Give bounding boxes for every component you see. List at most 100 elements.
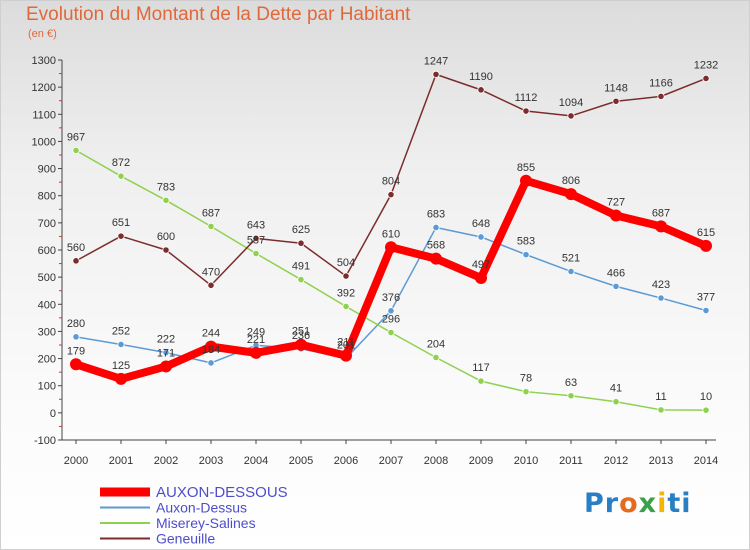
y-tick-label: 100 — [38, 381, 56, 393]
data-label: 521 — [562, 252, 580, 264]
data-point — [702, 306, 710, 315]
y-tick-label: 1200 — [32, 82, 56, 94]
data-label: 63 — [565, 377, 577, 389]
data-label: 1247 — [424, 55, 448, 67]
data-point — [612, 398, 620, 406]
data-point — [117, 172, 125, 180]
data-label: 1112 — [515, 92, 538, 104]
data-label: 560 — [67, 242, 85, 254]
data-label: 204 — [427, 338, 445, 350]
data-label: 683 — [427, 208, 445, 220]
data-label: 184 — [202, 344, 220, 356]
data-point — [295, 338, 307, 351]
data-label: 497 — [472, 259, 490, 271]
data-label: 643 — [247, 219, 265, 231]
logo-letter: i — [657, 488, 668, 519]
data-point — [567, 112, 575, 120]
data-label: 687 — [652, 207, 670, 219]
data-point — [657, 294, 665, 302]
data-label: 648 — [472, 218, 490, 230]
y-tick-label: 1000 — [32, 136, 56, 148]
data-label: 804 — [382, 176, 400, 188]
y-tick-label: 800 — [38, 191, 56, 203]
data-point — [702, 406, 710, 414]
x-tick-label: 2005 — [289, 455, 313, 467]
data-label: 727 — [607, 197, 625, 209]
data-point — [117, 232, 125, 240]
data-point — [477, 377, 485, 385]
data-point — [342, 272, 350, 280]
data-label: 491 — [292, 261, 310, 273]
data-point — [207, 359, 215, 367]
data-point — [567, 267, 575, 276]
data-label: 466 — [607, 267, 625, 279]
data-label: 171 — [157, 347, 175, 359]
data-label: 236 — [292, 330, 310, 342]
logo-letter: Pr — [584, 488, 620, 519]
data-point — [162, 246, 170, 254]
data-point — [250, 346, 262, 359]
data-point — [432, 353, 440, 362]
data-label: 651 — [112, 217, 130, 229]
data-point — [430, 252, 442, 265]
data-label: 615 — [697, 227, 715, 239]
data-point — [387, 191, 395, 199]
data-label: 1148 — [604, 82, 628, 94]
series-lines — [70, 70, 712, 414]
data-label: 1190 — [469, 71, 493, 83]
y-tick-label: 400 — [38, 299, 56, 311]
data-point — [657, 92, 665, 100]
data-point — [610, 209, 622, 222]
data-label: 687 — [202, 207, 220, 219]
data-point — [162, 348, 170, 357]
data-label: 125 — [112, 360, 130, 372]
data-label: 11 — [655, 391, 666, 403]
data-label: 221 — [247, 334, 265, 346]
data-point — [72, 333, 80, 341]
x-tick-label: 2013 — [649, 455, 673, 467]
data-label: 1094 — [559, 97, 583, 109]
data-label: 423 — [652, 279, 670, 291]
data-point — [297, 275, 305, 284]
data-label: 211 — [337, 337, 355, 349]
chart-title: Evolution du Montant de la Dette par Hab… — [26, 4, 411, 25]
data-point — [387, 328, 395, 337]
x-tick-label: 2004 — [244, 455, 268, 467]
data-label: 392 — [337, 287, 355, 299]
data-label: 377 — [697, 292, 715, 304]
y-tick-label: 600 — [38, 245, 56, 257]
data-label: 625 — [292, 224, 310, 236]
data-point — [72, 257, 80, 265]
y-tick-label: 900 — [38, 164, 56, 176]
data-point — [72, 146, 80, 154]
data-label: 376 — [382, 292, 400, 304]
logo-letter: ti — [667, 488, 692, 519]
y-tick-label: 0 — [50, 408, 56, 420]
y-tick-label: 1300 — [32, 55, 56, 67]
y-tick-label: -100 — [34, 435, 56, 447]
data-point — [385, 241, 397, 254]
data-label: 610 — [382, 228, 400, 240]
data-labels: 179 125 171 244 221 251 211 610 568 497 855 806 727 6… — [67, 55, 718, 403]
chart-subtitle: (en €) — [28, 28, 57, 40]
logo-letter: x — [638, 488, 658, 519]
legend: AUXON-DESSOUSAuxon-DessusMiserey-Salines… — [100, 484, 288, 547]
data-label: 201 — [337, 339, 355, 351]
data-label: 600 — [157, 231, 175, 243]
data-point — [477, 86, 485, 94]
x-tick-label: 2009 — [469, 455, 493, 467]
data-point — [522, 251, 530, 259]
axes: -100 0 100 200 300 400 500 600 700 800 900 1000 1100… — [32, 55, 719, 467]
data-point — [70, 358, 82, 371]
data-point — [565, 188, 577, 201]
data-point — [655, 220, 667, 233]
x-tick-label: 2000 — [64, 455, 88, 467]
x-tick-label: 2010 — [514, 455, 538, 467]
data-label: 1232 — [694, 59, 718, 71]
data-label: 78 — [520, 373, 532, 385]
data-point — [520, 174, 532, 187]
x-tick-label: 2002 — [154, 455, 178, 467]
data-label: 296 — [382, 314, 400, 326]
